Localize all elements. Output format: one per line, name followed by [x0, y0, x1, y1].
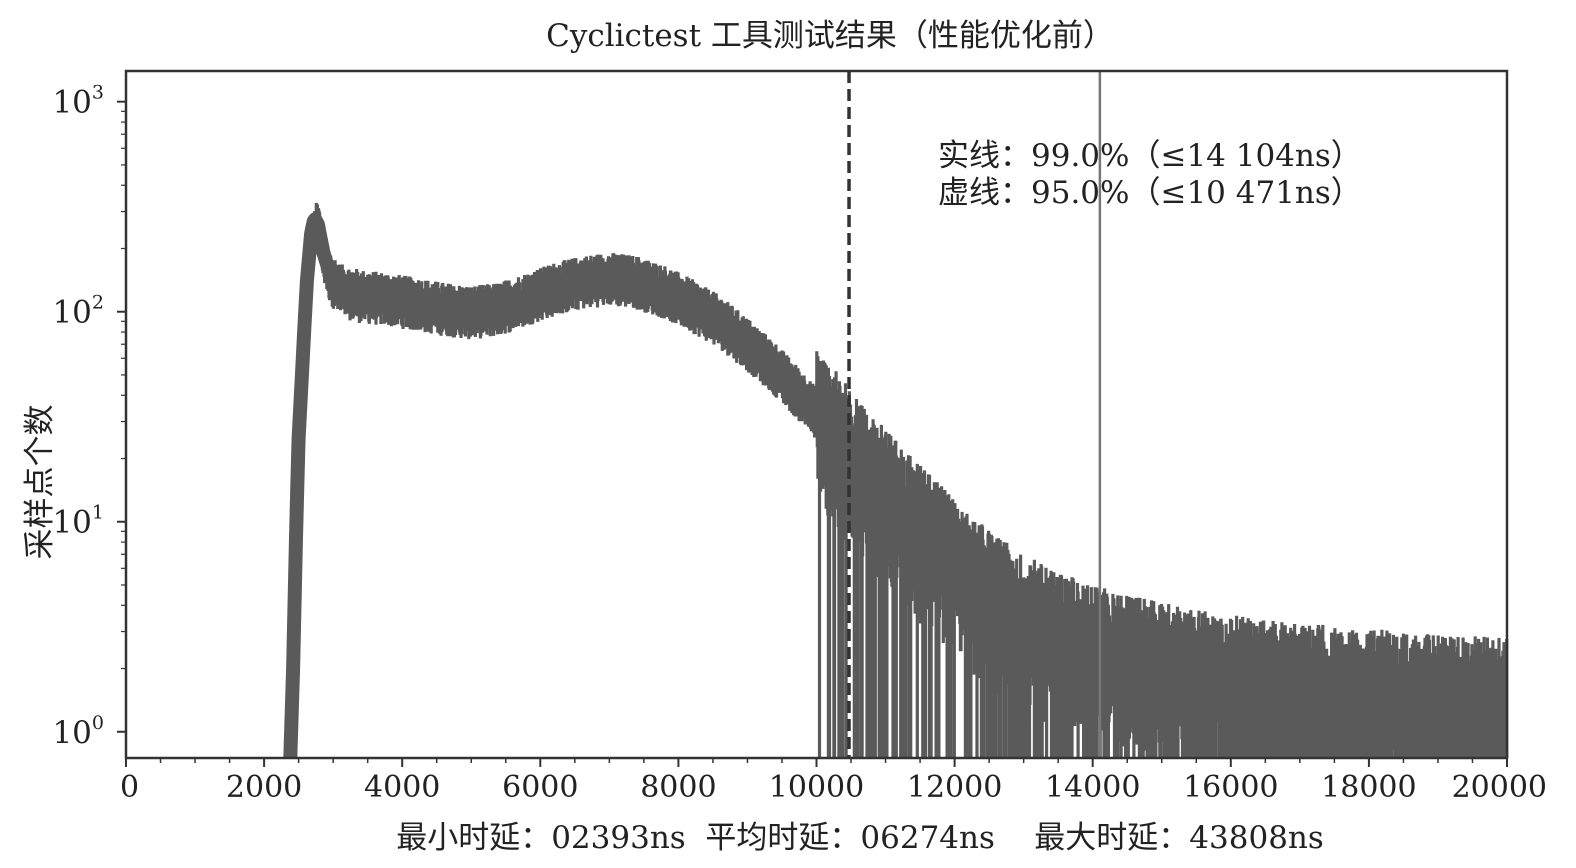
y-tick-exponent: 1 — [92, 502, 104, 524]
x-tick-label: 8000 — [640, 770, 716, 805]
chart-title: Cyclictest 工具测试结果（性能优化前） — [546, 18, 1114, 54]
x-tick-label: 2000 — [226, 770, 302, 805]
x-tick-label: 20000 — [1452, 770, 1547, 805]
series-line — [283, 212, 1513, 759]
x-tick-label: 18000 — [1321, 770, 1416, 805]
x-tick-label: 10000 — [769, 770, 864, 805]
x-tick-label: 16000 — [1183, 770, 1278, 805]
y-tick-label: 101 — [52, 502, 104, 541]
y-tick-label: 103 — [52, 82, 104, 121]
y-axis-label: 采样点个数 — [22, 405, 58, 560]
series-layer — [283, 202, 1513, 759]
x-tick-label: 0 — [120, 770, 139, 805]
annotation-dashed-line: 虚线：95.0%（≤10 471ns） — [938, 175, 1362, 211]
y-tick-exponent: 3 — [92, 82, 104, 104]
x-tick-label: 14000 — [1045, 770, 1140, 805]
x-axis: 0 2000 4000 6000 8000 10000 12000 14000 16000 180… — [120, 758, 1547, 805]
y-tick-exponent: 0 — [92, 712, 104, 734]
x-tick-label: 6000 — [502, 770, 578, 805]
x-tick-label: 4000 — [364, 770, 440, 805]
latency-summary: 最小时延：02393ns 平均时延：06274ns 最大时延：43808ns — [396, 820, 1324, 856]
annotation-solid-line: 实线：99.0%（≤14 104ns） — [938, 138, 1362, 174]
series-noise-band — [288, 202, 1509, 758]
x-tick-label: 12000 — [907, 770, 1002, 805]
y-tick-label: 100 — [52, 712, 104, 751]
y-tick-label: 102 — [52, 292, 104, 331]
vline-layer — [847, 71, 1102, 758]
y-tick-exponent: 2 — [92, 292, 104, 314]
